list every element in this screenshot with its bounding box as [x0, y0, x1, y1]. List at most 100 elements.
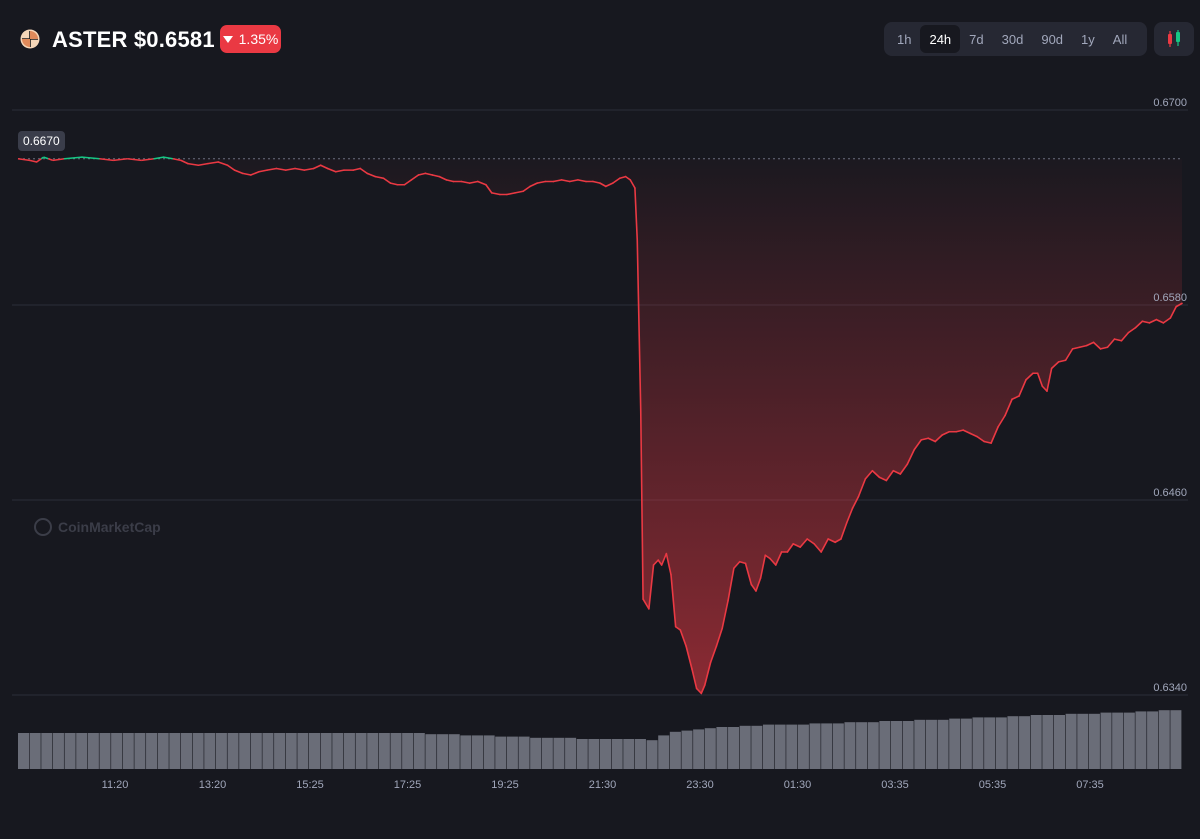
watermark-text: CoinMarketCap: [58, 519, 161, 535]
volume-bar: [681, 730, 693, 769]
x-tick-label: 21:30: [589, 779, 617, 791]
price-line-segment: [1120, 331, 1130, 342]
price-line-segment: [652, 559, 660, 566]
price-line-segment: [197, 162, 209, 167]
volume-bar: [856, 722, 868, 769]
range-24h[interactable]: 24h: [920, 25, 961, 53]
price-line-segment: [43, 156, 49, 160]
volume-bar: [565, 737, 577, 769]
price-line-segment: [636, 239, 642, 412]
price-line-segment: [813, 543, 822, 553]
price-line-segment: [764, 554, 771, 560]
price-line-segment: [1106, 338, 1116, 349]
price-line-segment: [733, 560, 741, 570]
volume-bar: [623, 739, 635, 769]
price-line-segment: [1036, 372, 1044, 388]
price-line-segment: [284, 167, 296, 171]
range-1h[interactable]: 1h: [897, 31, 912, 47]
price-line-segment: [352, 167, 362, 171]
chart-type-button[interactable]: [1154, 22, 1194, 56]
volume-bar: [832, 723, 844, 769]
price-line-segment: [769, 557, 777, 566]
volume-bar: [309, 733, 321, 769]
volume-bar: [1065, 713, 1077, 769]
chart-header: ASTER $0.6581 1.35% 1h 24h 7d 30d 90d 1y…: [0, 0, 1200, 80]
volume-bar: [1123, 712, 1135, 769]
price-line-segment: [685, 645, 693, 670]
price-line-segment: [490, 192, 501, 196]
range-all[interactable]: All: [1112, 31, 1128, 47]
price-line-segment: [1018, 378, 1027, 397]
range-30d[interactable]: 30d: [1001, 31, 1024, 47]
volume-bar: [146, 733, 158, 769]
price-line-segment: [141, 157, 155, 162]
volume-bar: [634, 739, 646, 769]
price-line-segment: [1011, 395, 1020, 401]
volume-bar: [343, 733, 355, 769]
price-line-segment: [206, 161, 220, 165]
volume-bar: [588, 739, 600, 769]
range-90d[interactable]: 90d: [1041, 31, 1064, 47]
y-tick-label: 0.6700: [1153, 97, 1187, 109]
time-range-selector: 1h 24h 7d 30d 90d 1y All: [884, 22, 1147, 56]
volume-bar: [390, 733, 402, 769]
y-axis: 0.6700 0.6580 0.6460 0.6340: [1153, 97, 1187, 694]
price-line-segment: [1050, 361, 1060, 370]
range-1y[interactable]: 1y: [1081, 31, 1095, 47]
price-line-segment: [187, 162, 200, 167]
price-line-segment: [1162, 317, 1172, 324]
x-tick-label: 03:35: [881, 779, 909, 791]
volume-bar: [1100, 712, 1112, 769]
volume-bar: [949, 718, 961, 769]
volume-bar: [1077, 713, 1089, 769]
y-tick-label: 0.6580: [1153, 292, 1187, 304]
volume-bar: [751, 725, 763, 769]
price-line-segment: [691, 668, 698, 690]
price-line-segment: [639, 409, 644, 600]
price-line-segment: [1175, 302, 1183, 308]
price-line-segment: [303, 167, 315, 171]
price-line-segment: [410, 174, 420, 181]
volume-bar: [984, 717, 996, 769]
price-line-segment: [217, 161, 229, 167]
price-line-segment: [592, 180, 601, 184]
volume-bar: [169, 733, 181, 769]
volume-bars: [18, 710, 1182, 769]
price-line-segment: [99, 157, 114, 162]
price-line-segment: [660, 552, 668, 566]
price-line-segment: [1127, 326, 1137, 334]
volume-bar: [76, 733, 88, 769]
price-line-segment: [366, 172, 377, 178]
volume-bar: [332, 733, 344, 769]
price-line-segment: [1113, 338, 1123, 342]
price-line-segment: [605, 182, 614, 188]
price-line-segment: [172, 157, 182, 162]
price-line-segment: [275, 167, 287, 171]
price-line-segment: [258, 169, 268, 173]
coinmarketcap-logo-icon: [34, 518, 52, 536]
volume-bar: [728, 727, 740, 769]
price-line-segment: [878, 476, 888, 482]
volume-bar: [437, 734, 449, 769]
price-line-segment: [266, 167, 278, 171]
volume-bar: [658, 735, 670, 769]
volume-bar: [41, 733, 53, 769]
price-line-segment: [976, 435, 985, 443]
volume-bar: [704, 728, 716, 769]
volume-bar: [646, 740, 658, 769]
price-line-segment: [799, 538, 808, 548]
price-line-segment: [1141, 320, 1151, 324]
price-line-segment: [990, 426, 999, 444]
volume-bar: [693, 729, 705, 769]
range-7d[interactable]: 7d: [969, 31, 984, 47]
volume-bar: [250, 733, 262, 769]
price-line-segment: [326, 167, 337, 173]
price-line-segment: [703, 661, 712, 687]
price-line-segment: [827, 538, 836, 544]
volume-bar: [367, 733, 379, 769]
y-tick-label: 0.6460: [1153, 487, 1187, 499]
volume-bar: [809, 723, 821, 769]
volume-bar: [518, 736, 530, 769]
price-line-segment: [529, 182, 538, 188]
